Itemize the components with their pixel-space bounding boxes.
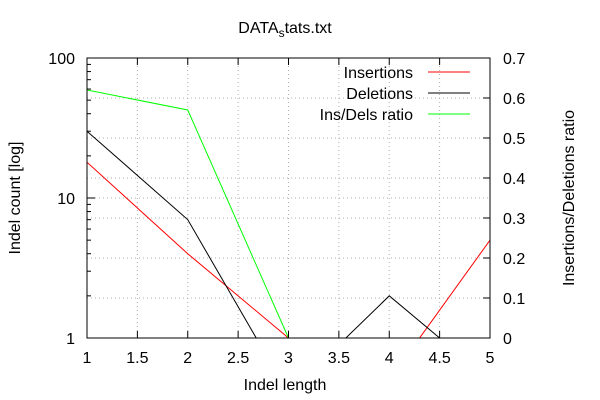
x-tick-label: 2 <box>183 350 192 367</box>
legend: Insertions Deletions Ins/Dels ratio <box>320 65 470 124</box>
x-tick-label: 1.5 <box>126 350 148 367</box>
x-tick-label: 3.5 <box>328 350 350 367</box>
ticks: 1 1.5 2 2.5 3 3.5 4 4.5 5 1 10 100 0 0.1 0.2 0.3 0.4 0.5 0… <box>48 51 525 367</box>
x-tick-label: 3 <box>284 350 293 367</box>
legend-label-ins-dels-ratio: Ins/Dels ratio <box>320 107 413 124</box>
y2-tick-label: 0.6 <box>503 91 525 108</box>
x-tick-label: 2.5 <box>227 350 249 367</box>
series-line-deletions <box>87 130 441 338</box>
chart-title-main: DATA <box>238 20 279 37</box>
y2-tick-label: 0.1 <box>503 291 525 308</box>
y2-tick-label: 0.5 <box>503 131 525 148</box>
series-line-insertions <box>87 161 490 338</box>
y-axis-label: Indel count [log] <box>7 142 24 255</box>
y2-tick-label: 0.2 <box>503 251 525 268</box>
y2-axis-label: Insertions/Deletions ratio <box>561 110 578 286</box>
chart-title: DATAstats.txt <box>238 20 332 40</box>
y-tick-label: 10 <box>57 191 75 208</box>
legend-label-insertions: Insertions <box>344 65 413 82</box>
y2-tick-label: 0.3 <box>503 211 525 228</box>
y2-tick-label: 0.7 <box>503 51 525 68</box>
x-tick-label: 4 <box>385 350 394 367</box>
chart-title-subscript: s <box>279 26 285 40</box>
series-line-ins-dels-ratio <box>87 89 289 338</box>
x-tick-label: 4.5 <box>429 350 451 367</box>
chart-title-suffix: tats.txt <box>285 20 333 37</box>
x-tick-label: 1 <box>83 350 92 367</box>
y-tick-label: 100 <box>48 51 75 68</box>
legend-label-deletions: Deletions <box>346 86 413 103</box>
x-tick-label: 5 <box>486 350 495 367</box>
y2-tick-label: 0 <box>503 331 512 348</box>
grid <box>87 58 490 338</box>
series-layer <box>87 89 490 338</box>
x-axis-label: Indel length <box>244 377 327 394</box>
y2-tick-label: 0.4 <box>503 171 525 188</box>
y-tick-label: 1 <box>66 331 75 348</box>
